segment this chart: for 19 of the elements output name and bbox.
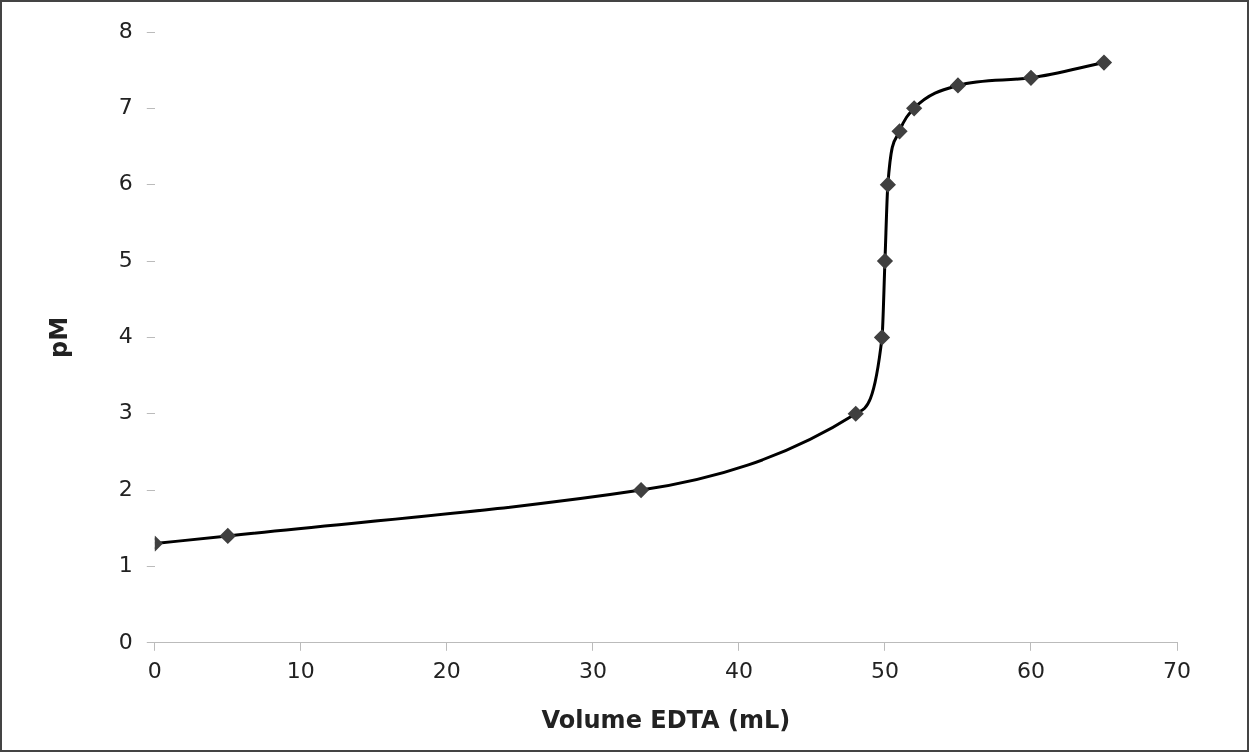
y-tick-label: 4: [118, 323, 133, 349]
y-tick-label: 8: [118, 17, 133, 43]
x-axis-title: Volume EDTA (mL): [541, 705, 791, 734]
x-tick-label: 40: [724, 657, 753, 683]
y-tick-label: 5: [118, 246, 133, 272]
x-tick-label: 20: [432, 657, 461, 683]
x-tick-label: 50: [870, 657, 899, 683]
y-tick-label: 2: [118, 475, 133, 501]
x-tick-label: 0: [147, 657, 162, 683]
y-tick-label: 0: [118, 628, 133, 654]
x-tick-label: 10: [286, 657, 315, 683]
x-tick-label: 30: [578, 657, 607, 683]
x-tick-label: 60: [1016, 657, 1045, 683]
y-tick-label: 3: [118, 399, 133, 425]
x-tick-label: 70: [1163, 657, 1191, 683]
y-tick-label: 6: [118, 170, 133, 196]
y-tick-label: 1: [118, 552, 133, 578]
y-tick-label: 7: [118, 94, 133, 120]
y-axis-title: pM: [44, 316, 73, 358]
